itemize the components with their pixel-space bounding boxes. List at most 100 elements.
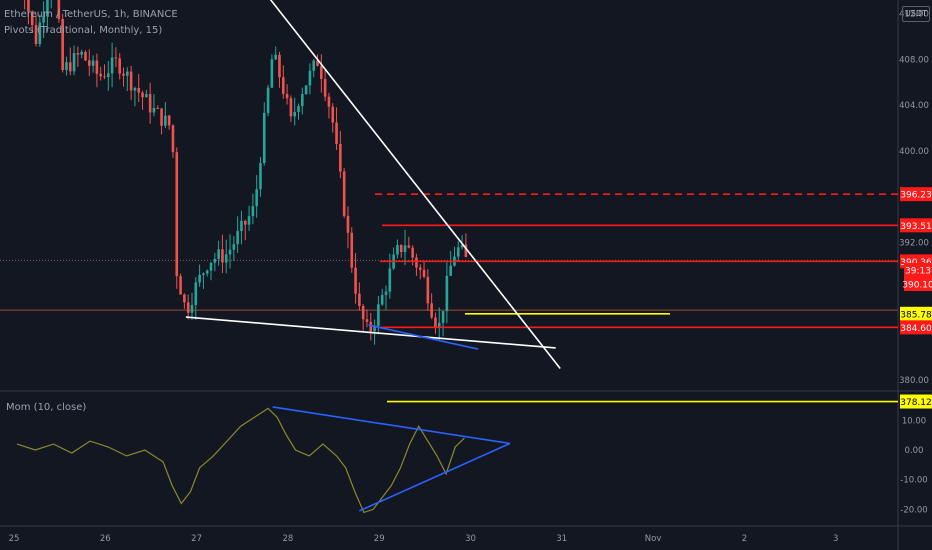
candle-body — [449, 265, 452, 276]
candle-body — [464, 244, 468, 257]
candle-body — [129, 71, 133, 91]
candle-body — [407, 245, 411, 248]
candle-body — [209, 262, 213, 271]
candle-body — [342, 171, 346, 216]
candle-body — [30, 11, 34, 26]
candle-body — [76, 53, 80, 55]
time-axis-tick-label: 25 — [9, 534, 20, 544]
price-tag-label: 390.10 — [902, 281, 932, 291]
candle-body — [316, 60, 319, 66]
candle-body — [65, 62, 68, 70]
candle-body — [217, 249, 220, 259]
candle-body — [434, 317, 437, 328]
candle-body — [221, 249, 224, 263]
candle-body — [148, 94, 152, 113]
candle-body — [346, 215, 350, 233]
momentum-axis-tick-label: 10.00 — [902, 416, 926, 426]
candle-body — [403, 245, 407, 253]
candle-body — [160, 108, 163, 126]
white-trendline — [269, 0, 561, 370]
candle-body — [194, 282, 198, 306]
candle-body — [285, 93, 289, 99]
candle-body — [384, 291, 388, 295]
candle-body — [327, 96, 331, 107]
candle-body — [247, 216, 251, 225]
momentum-line — [16, 407, 465, 514]
candle-body — [377, 304, 380, 326]
white-trendline — [185, 316, 556, 349]
momentum-indicator-title[interactable]: Mom (10, close) — [6, 402, 87, 413]
candle-body — [190, 305, 194, 313]
candle-body — [304, 85, 308, 95]
candle-body — [183, 294, 186, 303]
candle-body — [34, 25, 38, 44]
time-axis-tick-label: 27 — [191, 534, 202, 544]
candle-body — [331, 106, 335, 123]
currency-badge[interactable]: USDT — [902, 6, 930, 22]
candle-body — [426, 276, 430, 304]
candle-body — [80, 51, 83, 55]
pivot-price-label: 393.51 — [900, 222, 932, 232]
time-axis-tick-label: 31 — [556, 534, 567, 544]
candle-body — [335, 122, 338, 144]
price-axis-tick-label: 380.00 — [899, 376, 929, 386]
symbol-title[interactable]: Ethereum / TetherUS, 1h, BINANCE — [4, 9, 178, 20]
candle-body — [137, 88, 141, 93]
price-tag — [904, 263, 932, 277]
candle-body — [156, 107, 160, 109]
candle-body — [57, 0, 61, 20]
candle-body — [418, 267, 422, 270]
candle-body — [38, 22, 42, 44]
candle-body — [213, 258, 217, 263]
candle-body — [224, 254, 228, 263]
candle-body — [164, 115, 167, 126]
pivot-price-label: 385.78 — [900, 310, 932, 320]
candle-body — [456, 247, 460, 257]
pivot-price-label: 396.23 — [900, 191, 932, 201]
candle-body — [27, 0, 30, 12]
candle-body — [312, 60, 316, 71]
candle-body — [297, 106, 300, 112]
candle-body — [278, 54, 281, 78]
candle-body — [236, 230, 239, 245]
candle-body — [186, 302, 190, 313]
price-tag — [904, 277, 932, 291]
candle-body — [68, 62, 72, 72]
momentum-axis-tick-label: -20.00 — [900, 505, 927, 515]
pivot-price-label: 384.60 — [900, 324, 932, 334]
candle-body — [339, 143, 342, 172]
candle-body — [171, 125, 175, 153]
candle-body — [95, 60, 99, 74]
time-axis-tick-label: 29 — [374, 534, 385, 544]
candle-body — [114, 57, 118, 59]
candle-body — [281, 77, 285, 94]
candle-body — [441, 311, 445, 323]
candle-body — [255, 189, 258, 207]
candle-body — [141, 92, 144, 98]
pivots-indicator-title[interactable]: Pivots (Traditional, Monthly, 15) — [4, 25, 163, 36]
candle-body — [133, 88, 137, 91]
candle-body — [358, 293, 361, 306]
candle-body — [118, 58, 122, 74]
momentum-trendline — [272, 406, 511, 445]
time-axis-tick-label: Nov — [645, 534, 662, 544]
candle-body — [99, 73, 102, 77]
candle-body — [301, 94, 304, 107]
price-axis-tick-label: 412.00 — [899, 10, 929, 20]
candle-body — [445, 275, 449, 312]
candle-body — [228, 249, 232, 255]
time-axis-tick-label: 30 — [465, 534, 476, 544]
candle-body — [430, 303, 433, 318]
candle-body — [251, 206, 255, 217]
candle-body — [46, 0, 49, 17]
candle-body — [399, 245, 403, 253]
price-axis-tick-label: 404.00 — [899, 101, 929, 111]
candle-body — [270, 59, 274, 88]
momentum-axis-tick-label: -10.00 — [900, 476, 927, 486]
candle-body — [259, 163, 262, 190]
candle-body — [198, 274, 201, 283]
time-axis-tick-label: 3 — [833, 534, 838, 544]
candle-body — [87, 60, 91, 66]
